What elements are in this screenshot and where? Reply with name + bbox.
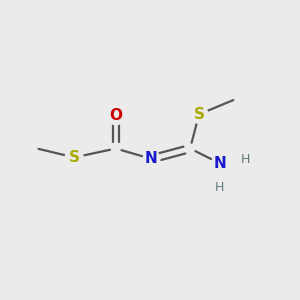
Text: H: H [215,181,224,194]
Circle shape [190,105,208,123]
Text: O: O [109,108,122,123]
Circle shape [65,148,83,166]
Text: N: N [214,156,226,171]
Text: N: N [145,152,158,166]
Circle shape [212,155,228,172]
Circle shape [107,107,125,125]
Text: H: H [240,153,250,166]
Text: S: S [194,107,205,122]
Text: S: S [69,150,80,165]
Circle shape [143,151,160,167]
